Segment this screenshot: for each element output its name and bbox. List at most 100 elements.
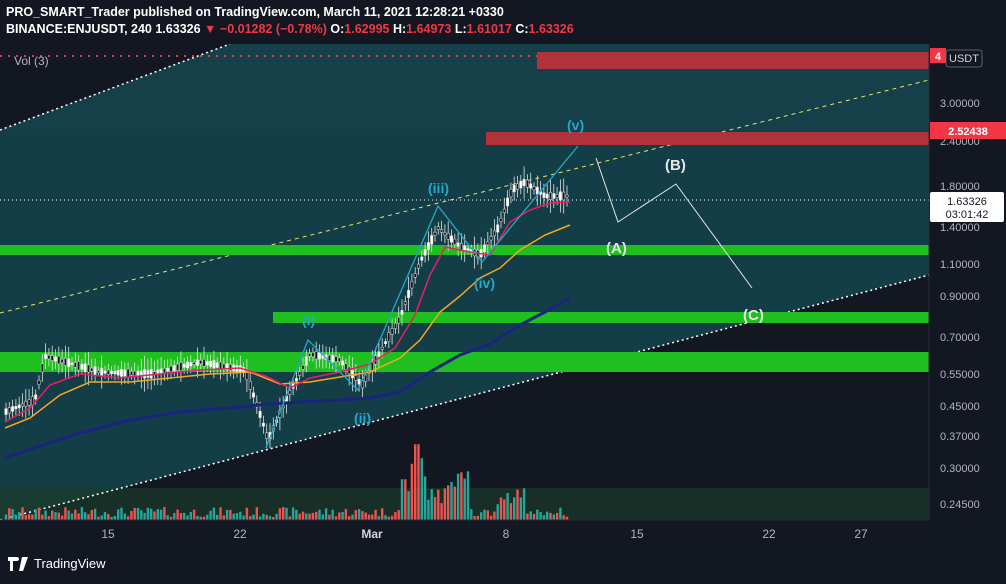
volume-bar (189, 511, 192, 520)
ohlc-line: BINANCE:ENJUSDT, 240 1.63326 ▼ −0.01282 … (6, 21, 574, 38)
candle-body (162, 368, 166, 374)
wave-label-A: (A) (606, 240, 627, 257)
wave-label-iv: (iv) (474, 275, 495, 291)
volume-bar (8, 508, 11, 520)
candle-body (430, 235, 434, 245)
volume-bar (169, 516, 173, 520)
candle-body (245, 371, 249, 381)
candle-body (549, 192, 552, 200)
volume-bar (222, 515, 225, 520)
volume-bar (552, 514, 555, 520)
tradingview-brand: TradingView (34, 556, 106, 571)
volume-bar (84, 512, 87, 520)
candle-body (34, 394, 38, 400)
candle-body (182, 363, 186, 368)
candle-body (106, 369, 110, 375)
volume-bar (351, 514, 354, 520)
candle-body (496, 224, 500, 233)
volume-bar (232, 513, 235, 520)
candle-body (459, 243, 463, 251)
volume-bar (60, 515, 64, 520)
candle-body (21, 403, 24, 407)
volume-bar (192, 509, 196, 520)
wave-label-C: (C) (743, 307, 764, 324)
volume-bar (466, 471, 470, 520)
volume-bar (252, 514, 255, 520)
candle-body (304, 356, 308, 366)
candle-body (100, 367, 104, 377)
volume-bar (278, 508, 282, 520)
time-tick-mar: Mar (361, 527, 383, 541)
volume-bar (354, 510, 357, 520)
candle-body (192, 362, 196, 365)
volume-bar (384, 515, 387, 520)
wave-label-ii: (ii) (354, 410, 371, 426)
volume-bar (262, 513, 265, 520)
candle-body (103, 370, 107, 374)
candle-body (318, 352, 321, 360)
candle-body (403, 301, 407, 305)
red-resistance-zone-mid (486, 132, 929, 145)
candle-body (149, 368, 153, 379)
volume-bar (460, 472, 463, 520)
symbol-label[interactable]: BINANCE:ENJUSDT, 240 (6, 22, 152, 36)
volume-bar (526, 513, 529, 520)
volume-bar (529, 511, 532, 520)
tradingview-logo[interactable]: TradingView (8, 556, 106, 571)
volume-bar (41, 514, 44, 520)
volume-bar (235, 513, 239, 520)
publisher-line: PRO_SMART_Trader published on TradingVie… (6, 5, 504, 19)
volume-bar (433, 497, 437, 520)
volume-bar (27, 514, 31, 520)
volume-bar (268, 516, 272, 520)
volume-bar (476, 515, 480, 520)
volume-bar (374, 509, 377, 520)
candle-body (209, 360, 213, 367)
close-label: C: (515, 22, 529, 36)
close-value: 1.63326 (528, 22, 574, 36)
volume-bar (456, 473, 460, 520)
candle-body (535, 186, 539, 195)
volume-bar (107, 514, 110, 520)
volume-bar (562, 515, 565, 520)
currency-label: USDT (949, 53, 979, 65)
candle-body (390, 328, 394, 335)
volume-bar (159, 509, 163, 520)
volume-bar (153, 511, 156, 520)
ema-blue (4, 296, 571, 460)
time-tick-15-feb: 15 (101, 527, 115, 541)
time-axis[interactable]: 15 22 Mar 8 15 22 27 (0, 519, 929, 541)
volume-bar (420, 458, 423, 520)
volume-bar (258, 516, 262, 520)
candle-body (113, 371, 117, 375)
candle-body (417, 263, 420, 269)
volume-bar (93, 508, 97, 520)
current-price-tag (930, 192, 1004, 222)
candle-body (506, 197, 510, 207)
volume-bar (173, 513, 176, 520)
candle-body (222, 363, 226, 369)
volume-bar (407, 491, 410, 520)
current-price-label: 1.63326 (947, 196, 987, 208)
volume-bar (453, 486, 456, 520)
time-tick-15-mar: 15 (630, 527, 644, 541)
volume-bar (334, 516, 338, 520)
volume-bar (216, 514, 219, 520)
volume-bar (437, 489, 440, 520)
candle-body (172, 365, 176, 372)
volume-bar (285, 507, 288, 520)
volume-indicator-label[interactable]: Vol (3) (14, 54, 49, 68)
price-tick-label: 1.10000 (940, 259, 980, 271)
candle-body (364, 374, 368, 382)
candle-body (4, 408, 8, 415)
volume-bar (443, 488, 447, 520)
volume-bar (229, 509, 232, 520)
candle-body (288, 390, 292, 395)
volume-bar (249, 516, 252, 520)
volume-bar (496, 504, 499, 520)
plot-area[interactable]: (i) (ii) (iii) (iv) (v) (A) (B) (C) (0, 44, 929, 520)
candle-body (456, 242, 460, 247)
volume-bar (381, 508, 384, 520)
price-axis[interactable]: 3.000002.400001.800001.400001.100000.900… (928, 44, 1006, 520)
